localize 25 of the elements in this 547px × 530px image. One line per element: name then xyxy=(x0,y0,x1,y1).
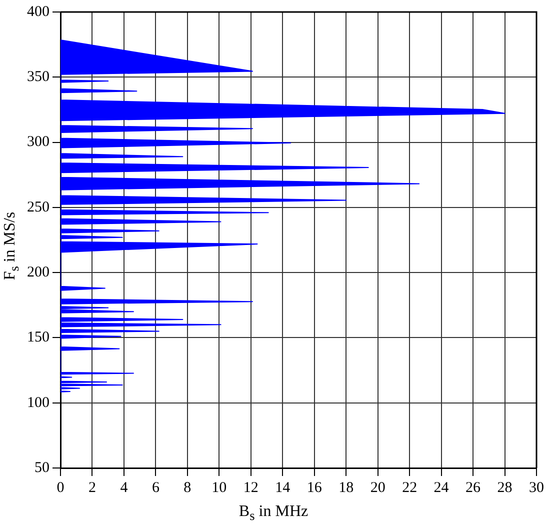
y-tick-label: 250 xyxy=(27,199,50,216)
x-tick-label: 8 xyxy=(184,480,192,496)
x-tick-label: 0 xyxy=(56,480,64,496)
y-tick-label: 100 xyxy=(27,394,50,411)
x-tick-label: 10 xyxy=(212,480,227,496)
y-tick-label: 150 xyxy=(27,330,50,346)
x-tick-label: 6 xyxy=(152,480,160,496)
x-tick-label: 18 xyxy=(338,480,354,496)
y-tick-label: 200 xyxy=(27,264,50,281)
x-tick-label: 24 xyxy=(434,480,450,496)
x-tick-label: 26 xyxy=(466,480,482,496)
x-tick-label: 30 xyxy=(529,480,544,496)
x-tick-label: 28 xyxy=(497,480,512,496)
x-tick-label: 4 xyxy=(120,480,128,496)
x-tick-label: 16 xyxy=(306,480,322,496)
y-tick-label: 400 xyxy=(27,4,50,20)
x-tick-label: 12 xyxy=(243,480,258,496)
x-tick-label: 20 xyxy=(370,480,386,496)
y-tick-label: 300 xyxy=(27,134,50,150)
x-axis-title: B$_{s}$ in MHz xyxy=(238,503,310,524)
x-tick-label: 2 xyxy=(88,480,96,496)
y-tick-label: 350 xyxy=(27,69,50,86)
x-tick-label: 14 xyxy=(275,480,291,496)
y-tick-label: 50 xyxy=(34,460,50,476)
x-tick-label: 22 xyxy=(402,480,418,496)
